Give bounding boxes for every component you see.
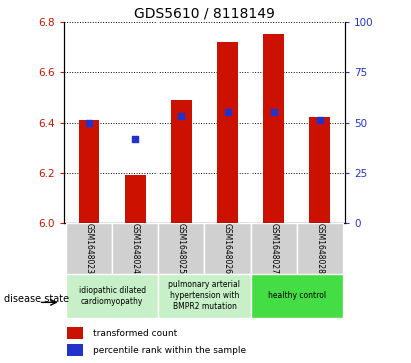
Text: GSM1648024: GSM1648024	[131, 223, 140, 274]
Point	[316, 118, 323, 123]
Text: GSM1648023: GSM1648023	[85, 223, 94, 274]
Bar	[66, 274, 158, 318]
Bar	[251, 274, 343, 318]
Bar	[66, 223, 112, 274]
Text: GSM1648025: GSM1648025	[177, 223, 186, 274]
Point	[224, 110, 231, 115]
Bar	[263, 34, 284, 223]
Bar	[171, 100, 192, 223]
Text: percentile rank within the sample: percentile rank within the sample	[93, 346, 247, 355]
Bar	[217, 42, 238, 223]
Text: healthy control: healthy control	[268, 291, 326, 300]
Bar	[297, 223, 343, 274]
Bar	[125, 175, 145, 223]
Point	[132, 136, 139, 142]
Bar	[158, 274, 251, 318]
Text: disease state: disease state	[4, 294, 69, 305]
Bar	[309, 118, 330, 223]
Bar	[251, 223, 297, 274]
Text: GSM1648028: GSM1648028	[315, 223, 324, 274]
Title: GDS5610 / 8118149: GDS5610 / 8118149	[134, 7, 275, 21]
Bar	[158, 223, 205, 274]
Bar	[67, 327, 83, 339]
Bar	[67, 344, 83, 356]
Text: GSM1648027: GSM1648027	[269, 223, 278, 274]
Text: pulmonary arterial
hypertension with
BMPR2 mutation: pulmonary arterial hypertension with BMP…	[169, 280, 240, 311]
Bar	[205, 223, 251, 274]
Text: GSM1648026: GSM1648026	[223, 223, 232, 274]
Point	[178, 114, 185, 119]
Bar	[112, 223, 158, 274]
Text: idiopathic dilated
cardiomyopathy: idiopathic dilated cardiomyopathy	[79, 286, 146, 306]
Point	[270, 110, 277, 115]
Point	[86, 119, 92, 125]
Bar	[79, 120, 99, 223]
Text: transformed count: transformed count	[93, 329, 178, 338]
